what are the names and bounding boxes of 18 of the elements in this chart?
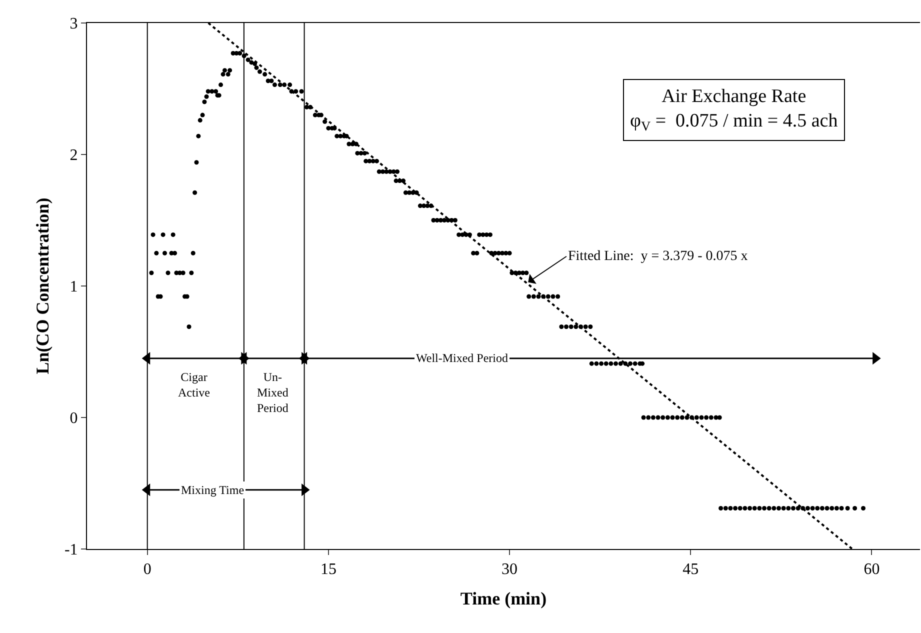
x-tick-label: 0	[143, 561, 152, 578]
y-tick-label: 2	[70, 147, 78, 164]
annotation: Fitted Line: y = 3.379 - 0.075 x	[568, 249, 748, 264]
x-axis-title: Time (min)	[460, 588, 547, 608]
annotation: Air Exchange Rate φ$_{V}$ = 0.075 / min = 4.5 ach	[630, 86, 838, 134]
x-tick-label: 30	[502, 561, 518, 578]
annotation: Well-Mixed Period	[416, 351, 508, 365]
x-tick-label: 60	[864, 561, 880, 578]
annotation: Mixing Time	[181, 483, 244, 497]
x-tick-label: 15	[320, 561, 336, 578]
y-tick-label: 3	[70, 16, 78, 33]
y-axis-title: Ln(CO Concentration)	[32, 198, 53, 374]
annotation: Un- Mixed Period	[257, 370, 288, 416]
y-tick-label: 1	[70, 278, 78, 296]
y-tick-label: 0	[70, 410, 78, 428]
x-tick-label: 45	[682, 561, 699, 578]
y-tick-label: -1	[64, 542, 78, 559]
annotation: Cigar Active	[178, 370, 210, 400]
